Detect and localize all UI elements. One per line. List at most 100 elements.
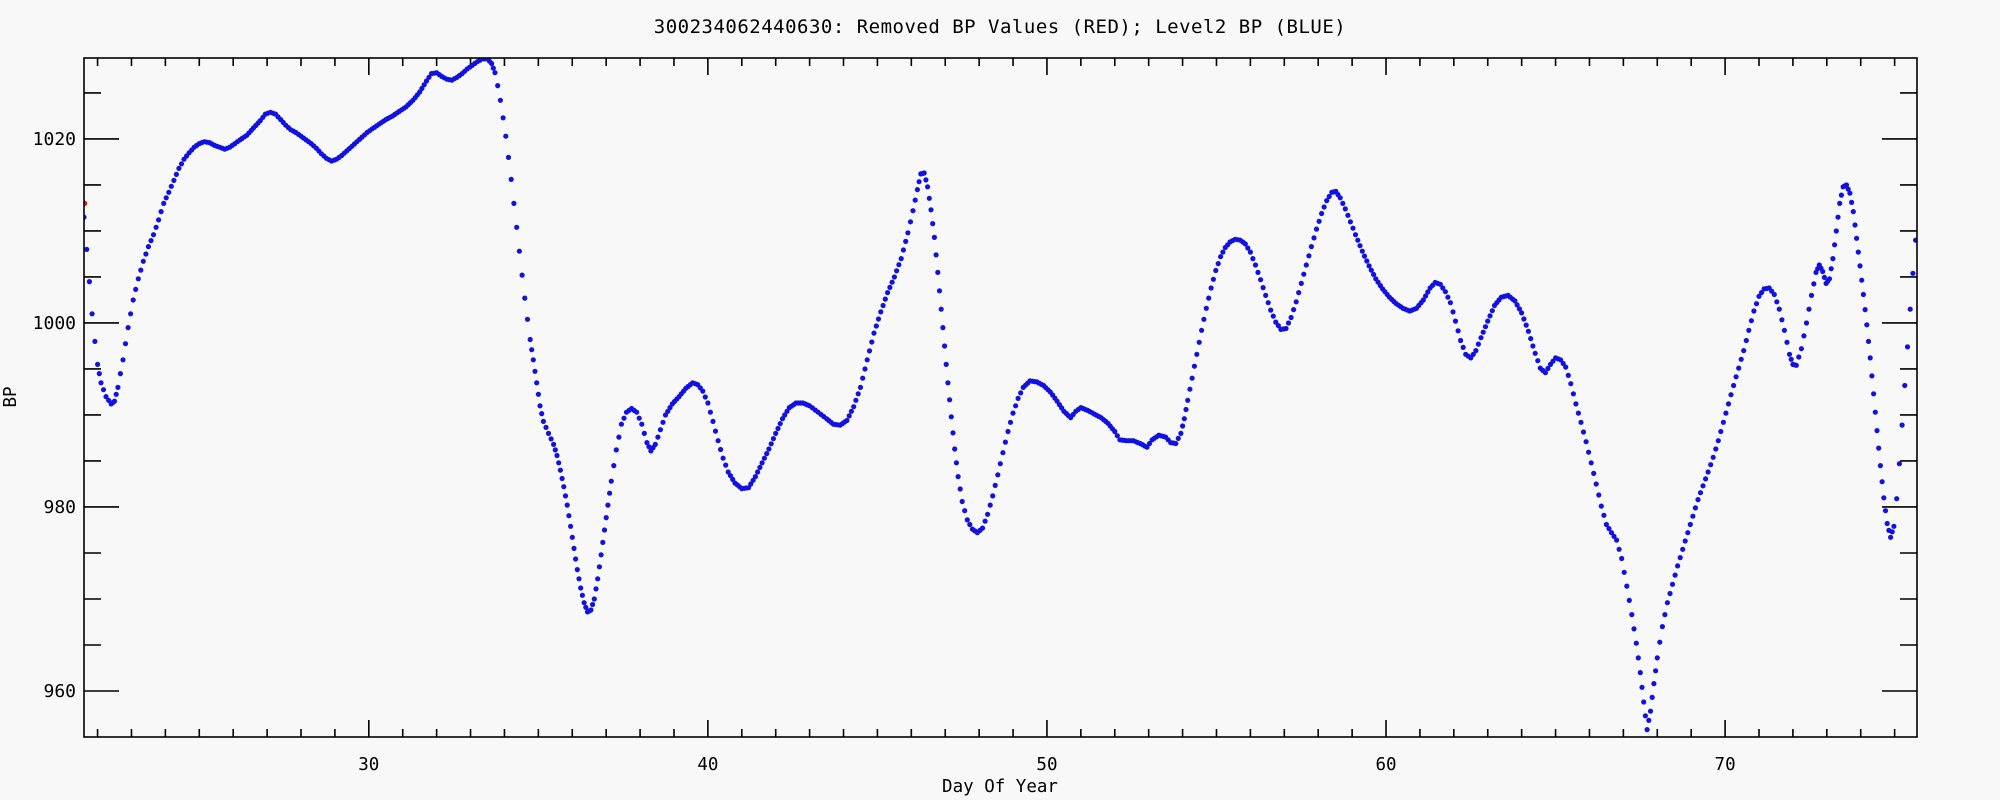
data-point	[752, 474, 759, 480]
data-point	[1899, 422, 1905, 428]
data-point	[715, 438, 721, 444]
data-point	[1252, 262, 1259, 268]
data-point	[768, 441, 774, 447]
data-point	[710, 418, 716, 424]
data-point	[505, 154, 512, 160]
data-point	[608, 478, 614, 484]
data-point	[503, 133, 509, 139]
data-point	[912, 197, 918, 203]
data-point	[1653, 668, 1659, 674]
data-point	[1675, 563, 1681, 569]
data-point	[1220, 249, 1226, 255]
data-point	[936, 288, 943, 294]
data-point	[1690, 513, 1696, 519]
data-point	[1664, 600, 1670, 606]
data-point	[1662, 612, 1668, 618]
data-point	[535, 391, 542, 397]
data-point	[117, 371, 123, 377]
data-point	[1270, 313, 1276, 319]
data-point	[1633, 640, 1639, 646]
data-point	[1781, 327, 1787, 333]
data-point	[853, 397, 859, 403]
data-point	[576, 576, 582, 582]
data-point	[125, 325, 131, 331]
data-point	[1018, 390, 1024, 396]
data-point	[1700, 483, 1706, 489]
data-point	[959, 498, 965, 505]
y-tick-label: 1020	[33, 129, 76, 150]
data-point	[166, 189, 172, 195]
data-point	[855, 391, 861, 397]
data-point	[1187, 386, 1193, 392]
x-tick-label: 30	[358, 755, 379, 775]
data-point	[880, 302, 886, 309]
x-tick-label: 40	[697, 755, 718, 775]
data-point	[1265, 300, 1271, 306]
data-point	[1568, 381, 1574, 387]
data-point	[1313, 226, 1320, 232]
data-point	[1185, 397, 1191, 403]
data-point	[1180, 423, 1186, 429]
data-point	[1210, 276, 1216, 282]
data-point	[933, 252, 939, 258]
data-point	[1288, 314, 1294, 321]
data-point	[1826, 276, 1833, 282]
data-point	[1112, 428, 1118, 435]
data-point	[935, 269, 941, 275]
data-point	[1245, 245, 1251, 251]
data-point	[955, 474, 961, 480]
data-point	[1710, 454, 1716, 460]
data-point	[156, 217, 162, 223]
data-point	[1144, 444, 1150, 450]
data-point	[552, 447, 558, 453]
data-point	[527, 336, 533, 343]
data-point	[1639, 684, 1645, 690]
data-point	[1303, 262, 1309, 268]
data-point	[128, 311, 134, 317]
data-point	[907, 219, 914, 225]
data-point	[595, 576, 601, 582]
data-point	[1189, 375, 1195, 381]
data-point	[543, 424, 549, 430]
data-point	[500, 115, 506, 121]
data-point	[492, 70, 498, 76]
data-point	[571, 545, 577, 552]
data-point	[1242, 241, 1248, 247]
data-point	[1703, 476, 1709, 482]
data-point	[757, 464, 763, 470]
data-point	[1530, 343, 1536, 349]
data-point	[1535, 358, 1541, 364]
data-point	[176, 165, 182, 171]
chart-title: 300234062440630: Removed BP Values (RED)…	[654, 16, 1346, 38]
data-point	[1857, 263, 1863, 269]
data-point	[882, 296, 888, 302]
data-point	[945, 380, 951, 386]
data-point	[573, 556, 579, 562]
data-point	[1837, 200, 1843, 206]
data-point	[1528, 336, 1534, 342]
data-point	[1359, 248, 1365, 254]
data-point	[766, 446, 772, 452]
data-point	[1268, 307, 1274, 313]
data-point	[1514, 302, 1520, 308]
data-point	[773, 430, 779, 436]
data-point	[514, 224, 520, 230]
data-point	[1450, 309, 1456, 315]
data-point	[718, 446, 724, 453]
data-point	[1183, 406, 1189, 413]
data-point	[1521, 316, 1527, 322]
data-point	[1013, 403, 1019, 409]
data-point	[605, 502, 611, 508]
data-point	[1725, 401, 1732, 407]
data-point	[705, 400, 711, 406]
data-point	[1642, 713, 1648, 719]
data-point	[511, 200, 517, 206]
data-point	[554, 452, 560, 459]
data-point	[1525, 328, 1531, 334]
data-point	[997, 461, 1003, 467]
data-point	[1796, 354, 1802, 360]
data-point	[1641, 699, 1647, 705]
data-point	[1000, 450, 1006, 456]
data-point	[140, 258, 146, 264]
data-point	[1884, 520, 1890, 527]
